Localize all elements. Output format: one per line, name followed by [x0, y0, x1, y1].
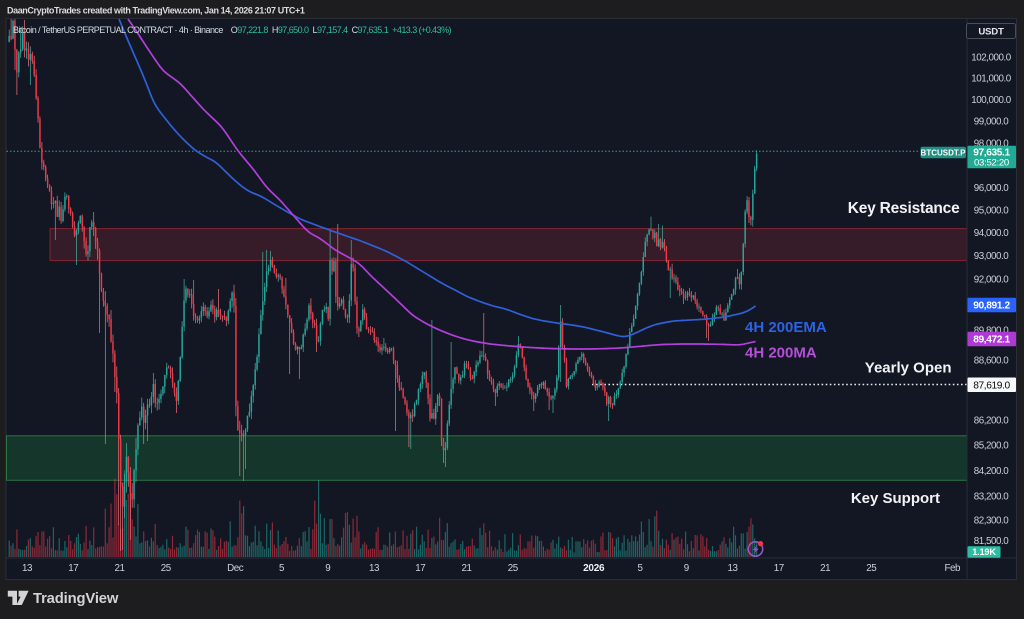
svg-text:88,600.0: 88,600.0: [974, 356, 1010, 367]
svg-text:93,000.0: 93,000.0: [974, 251, 1010, 262]
svg-text:13: 13: [22, 563, 33, 574]
svg-text:03:52:20: 03:52:20: [974, 158, 1009, 169]
svg-text:21: 21: [115, 563, 125, 574]
svg-text:4H 200MA: 4H 200MA: [745, 345, 817, 362]
svg-text:2026: 2026: [583, 563, 605, 574]
svg-text:25: 25: [508, 563, 519, 574]
svg-text:92,000.0: 92,000.0: [974, 275, 1010, 286]
svg-text:13: 13: [369, 563, 380, 574]
svg-text:5: 5: [638, 563, 644, 574]
svg-text:Key Resistance: Key Resistance: [848, 200, 960, 217]
svg-text:98,000.0: 98,000.0: [974, 139, 1010, 150]
svg-text:21: 21: [462, 563, 472, 574]
svg-text:87,619.0: 87,619.0: [973, 380, 1010, 391]
svg-text:5: 5: [279, 563, 285, 574]
svg-text:4H 200EMA: 4H 200EMA: [745, 319, 827, 336]
svg-text:9: 9: [325, 563, 330, 574]
svg-text:25: 25: [866, 563, 877, 574]
svg-text:89,800.0: 89,800.0: [974, 325, 1010, 336]
svg-text:25: 25: [161, 563, 172, 574]
svg-text:102,000.0: 102,000.0: [971, 52, 1012, 63]
svg-text:Bitcoin / TetherUS PERPETUAL C: Bitcoin / TetherUS PERPETUAL CONTRACT · …: [13, 25, 452, 35]
svg-text:100,000.0: 100,000.0: [971, 95, 1012, 106]
svg-text:13: 13: [728, 563, 739, 574]
svg-text:TradingView: TradingView: [33, 591, 119, 607]
svg-text:17: 17: [415, 563, 425, 574]
svg-text:9: 9: [684, 563, 689, 574]
svg-text:Key Support: Key Support: [851, 490, 940, 507]
svg-text:USDT: USDT: [978, 27, 1004, 38]
svg-text:83,200.0: 83,200.0: [974, 492, 1010, 503]
svg-text:81,500.0: 81,500.0: [974, 536, 1010, 547]
svg-text:BTCUSDT.P: BTCUSDT.P: [921, 149, 967, 158]
svg-text:84,200.0: 84,200.0: [974, 466, 1010, 477]
svg-text:97,635.1: 97,635.1: [973, 147, 1010, 158]
svg-text:DaanCryptoTrades created with: DaanCryptoTrades created with TradingVie…: [7, 6, 305, 16]
svg-text:96,000.0: 96,000.0: [974, 183, 1010, 194]
svg-text:21: 21: [820, 563, 830, 574]
svg-text:99,000.0: 99,000.0: [974, 117, 1010, 128]
svg-text:1.19K: 1.19K: [972, 547, 996, 557]
svg-text:95,000.0: 95,000.0: [974, 206, 1010, 217]
svg-text:82,300.0: 82,300.0: [974, 515, 1010, 526]
svg-text:90,891.2: 90,891.2: [973, 301, 1010, 312]
svg-text:86,200.0: 86,200.0: [974, 415, 1010, 426]
svg-text:Dec: Dec: [227, 563, 244, 574]
svg-text:85,200.0: 85,200.0: [974, 440, 1010, 451]
svg-text:101,000.0: 101,000.0: [971, 74, 1012, 85]
svg-text:94,000.0: 94,000.0: [974, 228, 1010, 239]
svg-text:Feb: Feb: [945, 563, 962, 574]
svg-text:89,472.1: 89,472.1: [973, 335, 1010, 346]
svg-text:17: 17: [68, 563, 78, 574]
svg-text:17: 17: [774, 563, 784, 574]
svg-text:Yearly Open: Yearly Open: [865, 360, 952, 377]
